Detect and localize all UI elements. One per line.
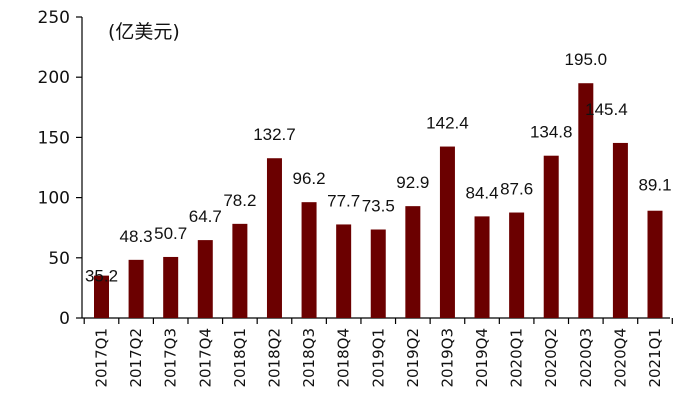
y-tick-label: 250: [38, 8, 70, 28]
data-label: 48.3: [120, 227, 153, 246]
x-tick-label: 2018Q2: [265, 328, 283, 388]
data-label: 142.4: [426, 114, 469, 133]
bar-2019Q4: [474, 216, 490, 318]
x-tick-label: 2018Q1: [231, 328, 249, 388]
bars: [94, 83, 663, 318]
data-label: 64.7: [189, 207, 222, 226]
x-tick-label: 2019Q2: [404, 328, 422, 388]
value-labels: 35.2 48.3 50.764.778.2 132.7 96.277.7 73.592.…: [85, 50, 672, 285]
bar-2019Q2: [405, 206, 421, 318]
bar-2020Q4: [612, 142, 628, 318]
data-label: 132.7: [253, 125, 296, 144]
y-tick-label: 50: [48, 249, 70, 269]
bar-2017Q3: [163, 256, 179, 318]
x-tick-label: 2018Q4: [335, 328, 353, 388]
data-label: 89.1: [638, 176, 671, 195]
y-tick-label: 0: [59, 309, 70, 329]
bar-2017Q1: [94, 275, 109, 318]
data-label: 73.5: [362, 197, 395, 216]
x-tick-label: 2017Q3: [162, 328, 180, 388]
x-tick-label: 2020Q4: [611, 328, 629, 388]
y-tick-label: 200: [38, 68, 70, 88]
x-tick-label: 2017Q2: [127, 328, 145, 388]
x-tick-label: 2019Q3: [438, 328, 456, 388]
x-tick-label: 2019Q4: [473, 328, 491, 388]
x-tick-label: 2020Q1: [508, 328, 526, 388]
data-label: 134.8: [530, 123, 573, 142]
bar-2019Q3: [439, 146, 455, 318]
bar-2019Q1: [370, 229, 386, 318]
x-tick-label: 2017Q4: [196, 328, 214, 388]
data-label: 96.2: [293, 169, 326, 188]
data-label: 87.6: [500, 180, 533, 199]
y-axis: 0 50 100 150 200 250: [38, 8, 83, 329]
data-label: 35.2: [85, 267, 118, 286]
data-label: 145.4: [585, 100, 628, 119]
y-tick-label: 150: [38, 128, 70, 148]
x-tick-label: 2020Q3: [577, 328, 595, 388]
bar-2017Q4: [197, 240, 213, 318]
x-tick-label: 2017Q1: [93, 328, 111, 388]
x-tick-label: 2019Q1: [369, 328, 387, 388]
bar-2020Q3: [578, 83, 594, 318]
bar-2020Q1: [509, 212, 525, 318]
data-label: 92.9: [396, 173, 429, 192]
data-label: 84.4: [465, 183, 498, 202]
unit-label: (亿美元): [108, 21, 180, 43]
x-tick-label: 2021Q1: [646, 328, 664, 388]
bar-2018Q2: [266, 158, 282, 318]
data-label: 50.7: [154, 224, 187, 243]
bar-2021Q1: [647, 210, 663, 318]
bar-2017Q2: [128, 259, 144, 318]
bar-2020Q2: [543, 155, 559, 318]
x-tick-label: 2018Q3: [300, 328, 318, 388]
bar-2018Q4: [336, 224, 352, 318]
bar-2018Q3: [301, 202, 317, 318]
data-label: 78.2: [223, 191, 256, 210]
y-tick-label: 100: [38, 189, 70, 209]
data-label: 77.7: [327, 191, 360, 210]
bar-2018Q1: [232, 223, 248, 318]
x-axis: 2017Q1 2017Q2 2017Q3 2017Q4 2018Q1 2018Q2 2018…: [82, 317, 673, 388]
data-label: 195.0: [565, 50, 608, 69]
x-tick-label: 2020Q2: [542, 328, 560, 388]
